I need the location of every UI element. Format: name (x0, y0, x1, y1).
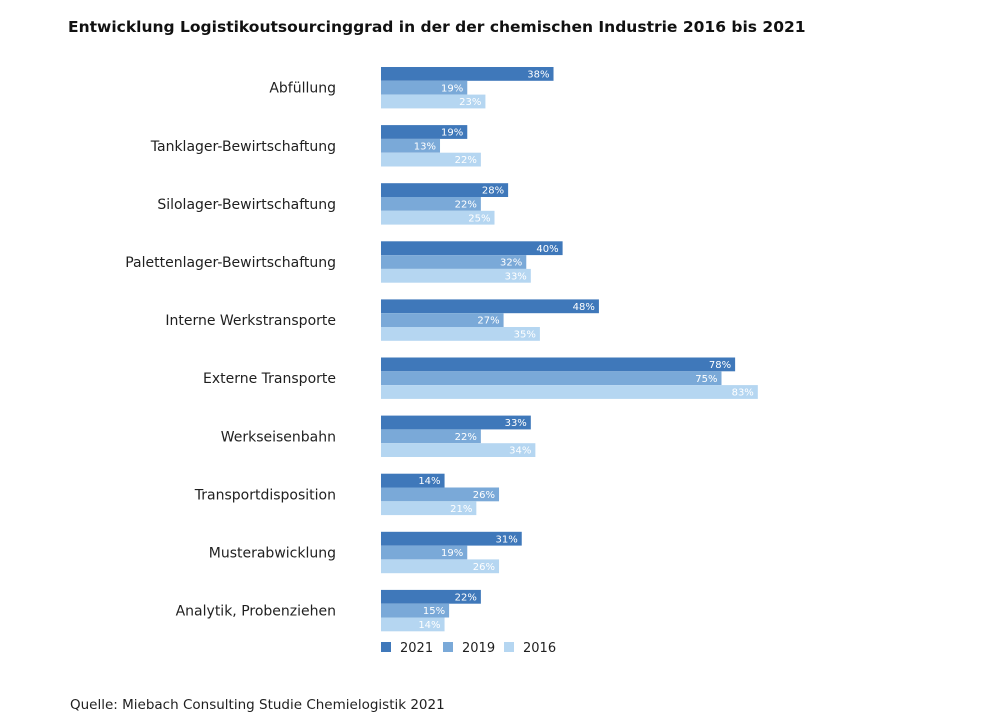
category-labels: Abfüllung Tanklager-Bewirtschaftung Silola… (125, 81, 336, 620)
legend: 2021 2019 2016 (381, 641, 556, 656)
bar-2021 (381, 241, 563, 256)
chart-title: Entwicklung Logistikoutsourcinggrad in d… (68, 18, 806, 36)
data-label: 19% (441, 548, 463, 559)
data-label: 15% (423, 606, 445, 617)
category-label: Palettenlager-Bewirtschaftung (125, 255, 336, 271)
data-label: 33% (505, 271, 527, 282)
data-label: 22% (455, 592, 477, 603)
legend-swatch (381, 642, 391, 652)
bar-2021 (381, 67, 554, 81)
bar-2021 (381, 531, 522, 546)
bar-2016 (381, 152, 481, 167)
legend-label: 2016 (523, 641, 556, 656)
data-label: 21% (450, 504, 472, 515)
data-label: 22% (455, 155, 477, 166)
category-label: Transportdisposition (194, 487, 336, 503)
bar-2016 (381, 559, 500, 574)
category-label: Externe Transporte (203, 371, 336, 387)
data-label: 26% (473, 490, 495, 501)
source-note: Quelle: Miebach Consulting Studie Chemie… (70, 697, 445, 713)
data-label: 33% (505, 418, 527, 429)
bar-2016 (381, 268, 531, 283)
bar-2016 (381, 94, 486, 109)
data-label: 13% (414, 141, 436, 152)
bar-2016 (381, 327, 540, 341)
bar-2019 (381, 80, 468, 95)
category-label: Interne Werkstransporte (165, 313, 336, 329)
data-label: 38% (527, 70, 549, 81)
category-label: Silolager-Bewirtschaftung (157, 197, 336, 213)
data-label: 83% (732, 388, 754, 399)
bar-2019 (381, 429, 481, 444)
bar-2016 (381, 617, 445, 632)
data-label: 25% (468, 213, 490, 224)
data-label: 22% (455, 200, 477, 211)
data-label: 26% (473, 562, 495, 573)
bar-2021 (381, 299, 599, 314)
data-label: 35% (514, 330, 536, 341)
data-label: 40% (536, 244, 558, 255)
bar-2019 (381, 371, 722, 386)
bar-2019 (381, 255, 527, 269)
bar-2019 (381, 603, 450, 618)
data-label: 23% (459, 97, 481, 108)
data-label: 14% (418, 476, 440, 487)
bar-2021 (381, 125, 468, 139)
data-label: 48% (573, 302, 595, 313)
category-label: Analytik, Probenziehen (176, 604, 336, 620)
data-label: 22% (455, 432, 477, 443)
data-label: 31% (496, 534, 518, 545)
bar-2016 (381, 210, 495, 225)
bar-2016 (381, 501, 477, 516)
data-label: 19% (441, 128, 463, 139)
bar-2019 (381, 138, 441, 153)
data-label: 27% (477, 316, 499, 327)
data-label: 28% (482, 186, 504, 197)
bar-2019 (381, 545, 468, 560)
category-label: Abfüllung (269, 81, 336, 97)
bar-2021 (381, 357, 736, 372)
category-label: Tanklager-Bewirtschaftung (150, 139, 336, 155)
legend-label: 2021 (400, 641, 433, 656)
bar-2021 (381, 415, 531, 430)
bars: 38% 19% 23% 19% 13% 22% 28% 22% 25% 40% 32% 33% 48% 2… (381, 67, 758, 632)
data-label: 32% (500, 258, 522, 269)
bar-2016 (381, 385, 758, 399)
data-label: 78% (709, 360, 731, 371)
category-label: Musterabwicklung (209, 546, 336, 562)
bar-2019 (381, 313, 504, 327)
data-label: 75% (695, 374, 717, 385)
bar-2016 (381, 443, 536, 457)
category-label: Werkseisenbahn (221, 429, 336, 445)
data-label: 14% (418, 620, 440, 631)
legend-swatch (504, 642, 514, 652)
data-label: 34% (509, 446, 531, 457)
data-label: 19% (441, 83, 463, 94)
bar-2019 (381, 487, 500, 502)
bar-2021 (381, 183, 509, 197)
bar-2021 (381, 589, 481, 604)
bar-2021 (381, 473, 445, 488)
bar-2019 (381, 197, 481, 211)
legend-label: 2019 (462, 641, 495, 656)
legend-swatch (443, 642, 453, 652)
